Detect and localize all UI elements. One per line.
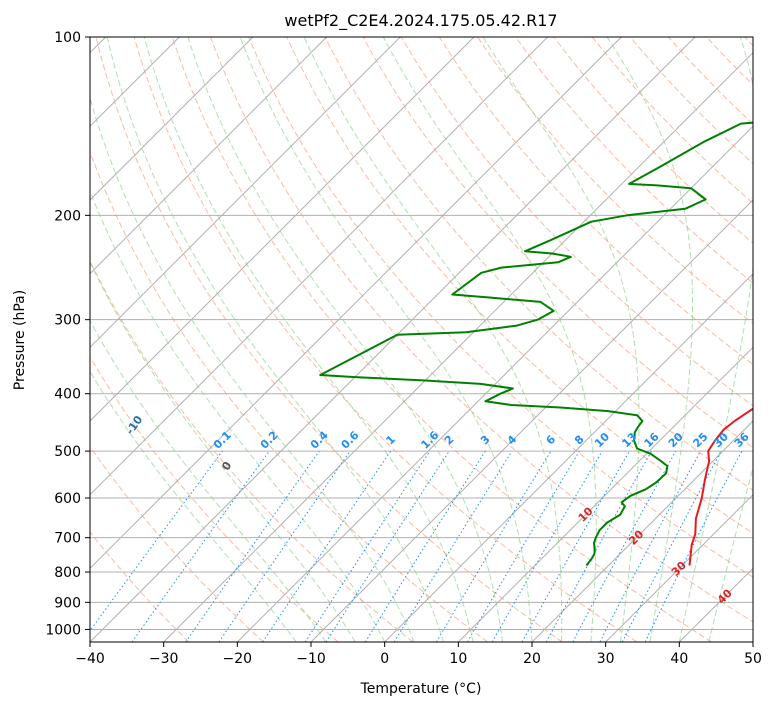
dry-adiabat-line <box>210 37 753 623</box>
moist-adiabat-line <box>382 37 597 642</box>
y-axis-ticks: 1000 900 800 700 600 500 400 300 200 100 <box>45 30 90 638</box>
isotherm-line <box>310 199 753 642</box>
x-tick-label: 0 <box>380 651 389 667</box>
dry-adiabat-line <box>286 37 753 534</box>
plot-background <box>90 37 753 642</box>
dry-adiabat-line <box>90 150 488 642</box>
moist-adiabat-line <box>187 37 503 642</box>
mixing-ratio-line <box>131 450 270 642</box>
moist-adiabat-line <box>678 37 753 642</box>
moist-adiabat-line <box>606 37 693 642</box>
mixing-ratio-lines <box>90 450 743 642</box>
isotherm-line <box>384 272 753 642</box>
dry-adiabat-line <box>90 259 414 642</box>
dry-adiabats <box>90 37 753 642</box>
isotherm-line <box>163 51 753 642</box>
moist-adiabats <box>90 37 753 642</box>
isotherms <box>90 37 753 642</box>
isotherm-line <box>90 37 696 642</box>
isotherm-line <box>90 37 475 422</box>
dry-adiabat-line <box>629 37 753 165</box>
x-tick-label: −20 <box>223 651 253 667</box>
isotherm-line <box>752 641 753 642</box>
y-tick-label: 1000 <box>45 622 81 638</box>
isotherm-line <box>90 37 622 570</box>
isotherm-line <box>605 493 753 642</box>
y-tick-label: 800 <box>54 565 81 581</box>
isotherm-line <box>236 125 753 642</box>
moist-adiabat-line <box>143 37 474 642</box>
x-tick-label: −30 <box>149 651 179 667</box>
x-tick-label: 20 <box>523 651 541 667</box>
dry-adiabat-line <box>133 37 638 642</box>
dry-adiabat-line <box>90 356 339 642</box>
dry-adiabat-line <box>248 37 753 578</box>
mixing-ratio-line <box>90 450 223 632</box>
y-tick-label: 100 <box>54 30 81 46</box>
mixing-ratio-line <box>218 450 351 642</box>
y-tick-label: 700 <box>54 531 81 547</box>
x-tick-label: 40 <box>670 651 688 667</box>
mixing-ratio-line <box>521 450 630 642</box>
y-tick-label: 500 <box>54 444 81 460</box>
temperature-profile <box>688 407 753 566</box>
dry-adiabat-line <box>477 37 753 325</box>
y-tick-label: 400 <box>54 387 81 403</box>
dry-adiabat-line <box>591 37 753 204</box>
isotherm-line <box>90 37 549 496</box>
moist-adiabat-line <box>90 370 297 642</box>
x-tick-label: 10 <box>449 651 467 667</box>
isotherm-line <box>90 37 254 201</box>
isotherm-line <box>90 37 401 349</box>
mixing-ratio-line <box>185 450 320 642</box>
isobars <box>90 37 753 630</box>
y-tick-label: 900 <box>54 595 81 611</box>
x-tick-label: −40 <box>75 651 105 667</box>
profile-series <box>319 121 753 567</box>
mixing-ratio-line <box>572 450 677 642</box>
x-tick-label: 50 <box>744 651 762 667</box>
y-axis-title: Pressure (hPa) <box>12 290 28 390</box>
mixing-ratio-line <box>491 450 603 642</box>
dry-adiabat-line <box>400 37 753 407</box>
chart-title: wetPf2_C2E4.2024.175.05.42.R17 <box>284 11 557 31</box>
dry-adiabat-line <box>438 37 753 365</box>
dry-adiabat-line <box>90 531 190 642</box>
x-axis-title: Temperature (°C) <box>360 681 482 697</box>
mixing-ratio-line <box>364 450 486 642</box>
dry-adiabat-line <box>553 37 753 244</box>
mixing-ratio-line <box>393 450 513 642</box>
y-tick-label: 300 <box>54 313 81 329</box>
dry-adiabat-line <box>324 37 753 491</box>
moist-adiabat-line <box>90 189 386 642</box>
moist-adiabat-line <box>482 37 640 642</box>
plot-frame <box>89 36 754 643</box>
moist-adiabat-line <box>303 37 563 642</box>
y-tick-label: 200 <box>54 208 81 224</box>
dewpoint-profile <box>319 121 753 567</box>
moist-adiabat-line <box>239 37 533 642</box>
isotherm-line <box>90 37 328 275</box>
mixing-ratio-line <box>467 450 580 642</box>
x-axis-ticks: −40 −30 −20 −10 0 10 20 30 40 50 <box>75 642 762 667</box>
mixing-ratio-line <box>435 450 552 642</box>
y-tick-label: 600 <box>54 491 81 507</box>
isotherm-line <box>457 346 753 642</box>
moist-adiabat-line <box>90 260 356 642</box>
mixing-ratio-line <box>325 450 450 642</box>
dry-adiabat-line <box>515 37 753 284</box>
x-tick-label: −10 <box>296 651 326 667</box>
mixing-ratio-line <box>545 450 653 642</box>
moist-adiabat-line <box>106 37 445 642</box>
isotherm-line <box>531 420 753 642</box>
dry-adiabat-line <box>95 37 563 642</box>
x-tick-label: 30 <box>597 651 615 667</box>
